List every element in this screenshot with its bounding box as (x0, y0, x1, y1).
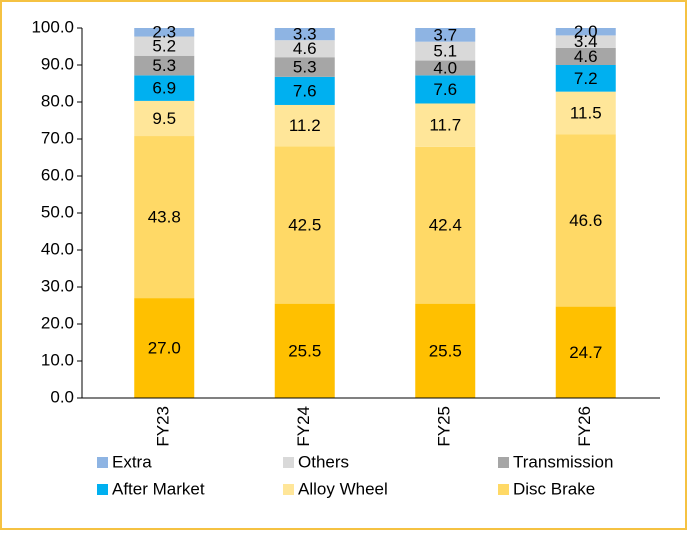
data-label: 25.5 (288, 341, 321, 360)
legend-label: Disc Brake (513, 479, 595, 498)
bar-segment (415, 28, 476, 42)
bar-segment (274, 57, 335, 77)
bar-segment (415, 41, 476, 61)
y-tick-label: 90.0 (41, 54, 74, 73)
bar-segment (134, 28, 195, 37)
data-label: 9.5 (152, 109, 176, 128)
data-label: 2.0 (574, 22, 598, 41)
bar-segment (415, 75, 476, 104)
legend-swatch (498, 484, 509, 495)
data-label: 7.2 (574, 69, 598, 88)
x-tick-label: FY24 (294, 406, 313, 447)
bar-segment (415, 103, 476, 147)
data-label: 7.6 (293, 81, 317, 100)
bar-segment (555, 134, 616, 307)
data-label: 7.6 (433, 80, 457, 99)
legend-swatch (97, 484, 108, 495)
data-label: 5.2 (152, 37, 176, 56)
bar-segment (555, 28, 616, 36)
data-label: 3.3 (293, 25, 317, 44)
bar-segment (134, 298, 195, 398)
bar-segment (415, 146, 476, 304)
bar-segment (274, 28, 335, 41)
legend-label: After Market (112, 479, 205, 498)
bar-segment (415, 60, 476, 76)
data-label: 4.0 (433, 58, 457, 77)
x-tick-label: FY26 (575, 406, 594, 447)
data-label: 3.4 (574, 32, 598, 51)
bar-segment (274, 40, 335, 58)
data-label: 42.4 (429, 216, 462, 235)
data-label: 11.5 (570, 103, 602, 122)
data-label: 4.6 (574, 47, 598, 66)
bar-segment (555, 47, 616, 65)
data-label: 11.2 (289, 116, 321, 135)
y-tick-label: 20.0 (41, 313, 74, 332)
bar-segment (555, 306, 616, 398)
data-label: 6.9 (152, 79, 176, 98)
bar-segment (415, 303, 476, 398)
bar-segment (274, 104, 335, 147)
y-tick-label: 80.0 (41, 91, 74, 110)
legend-swatch (97, 457, 108, 468)
y-tick-label: 10.0 (41, 350, 74, 369)
bar-segment (555, 65, 616, 92)
y-tick-label: 30.0 (41, 276, 74, 295)
legend-swatch (498, 457, 509, 468)
y-tick-label: 0.0 (50, 387, 74, 406)
data-label: 43.8 (148, 208, 181, 227)
bar-segment (274, 303, 335, 398)
data-label: 5.3 (152, 56, 176, 75)
bar-segment (134, 55, 195, 76)
data-label: 3.7 (433, 25, 457, 44)
data-label: 4.6 (293, 39, 317, 58)
bar-segment (274, 76, 335, 105)
legend-swatch (283, 457, 294, 468)
y-tick-label: 40.0 (41, 239, 74, 258)
bar-segment (134, 75, 195, 101)
y-tick-label: 50.0 (41, 202, 74, 221)
data-label: 42.5 (288, 216, 321, 235)
legend-label: Alloy Wheel (298, 479, 388, 498)
bar-segment (134, 136, 195, 299)
bar-segment (134, 100, 195, 137)
data-label: 25.5 (429, 341, 462, 360)
x-tick-label: FY23 (154, 406, 173, 447)
y-tick-label: 100.0 (31, 17, 74, 36)
data-label: 11.7 (429, 116, 461, 135)
x-tick-label: FY25 (435, 406, 454, 447)
legend-label: Others (298, 452, 349, 471)
data-label: 2.3 (152, 23, 176, 42)
bar-segment (555, 35, 616, 48)
bar-segment (134, 36, 195, 56)
data-label: 24.7 (569, 343, 602, 362)
bar-segment (555, 91, 616, 135)
data-label: 5.3 (293, 58, 317, 77)
data-label: 27.0 (148, 339, 181, 358)
y-tick-label: 60.0 (41, 165, 74, 184)
legend-label: Extra (112, 452, 152, 471)
data-label: 5.1 (433, 42, 457, 61)
legend-label: Transmission (513, 452, 613, 471)
data-label: 46.6 (569, 211, 602, 230)
bar-segment (274, 146, 335, 304)
legend-swatch (283, 484, 294, 495)
y-tick-label: 70.0 (41, 128, 74, 147)
